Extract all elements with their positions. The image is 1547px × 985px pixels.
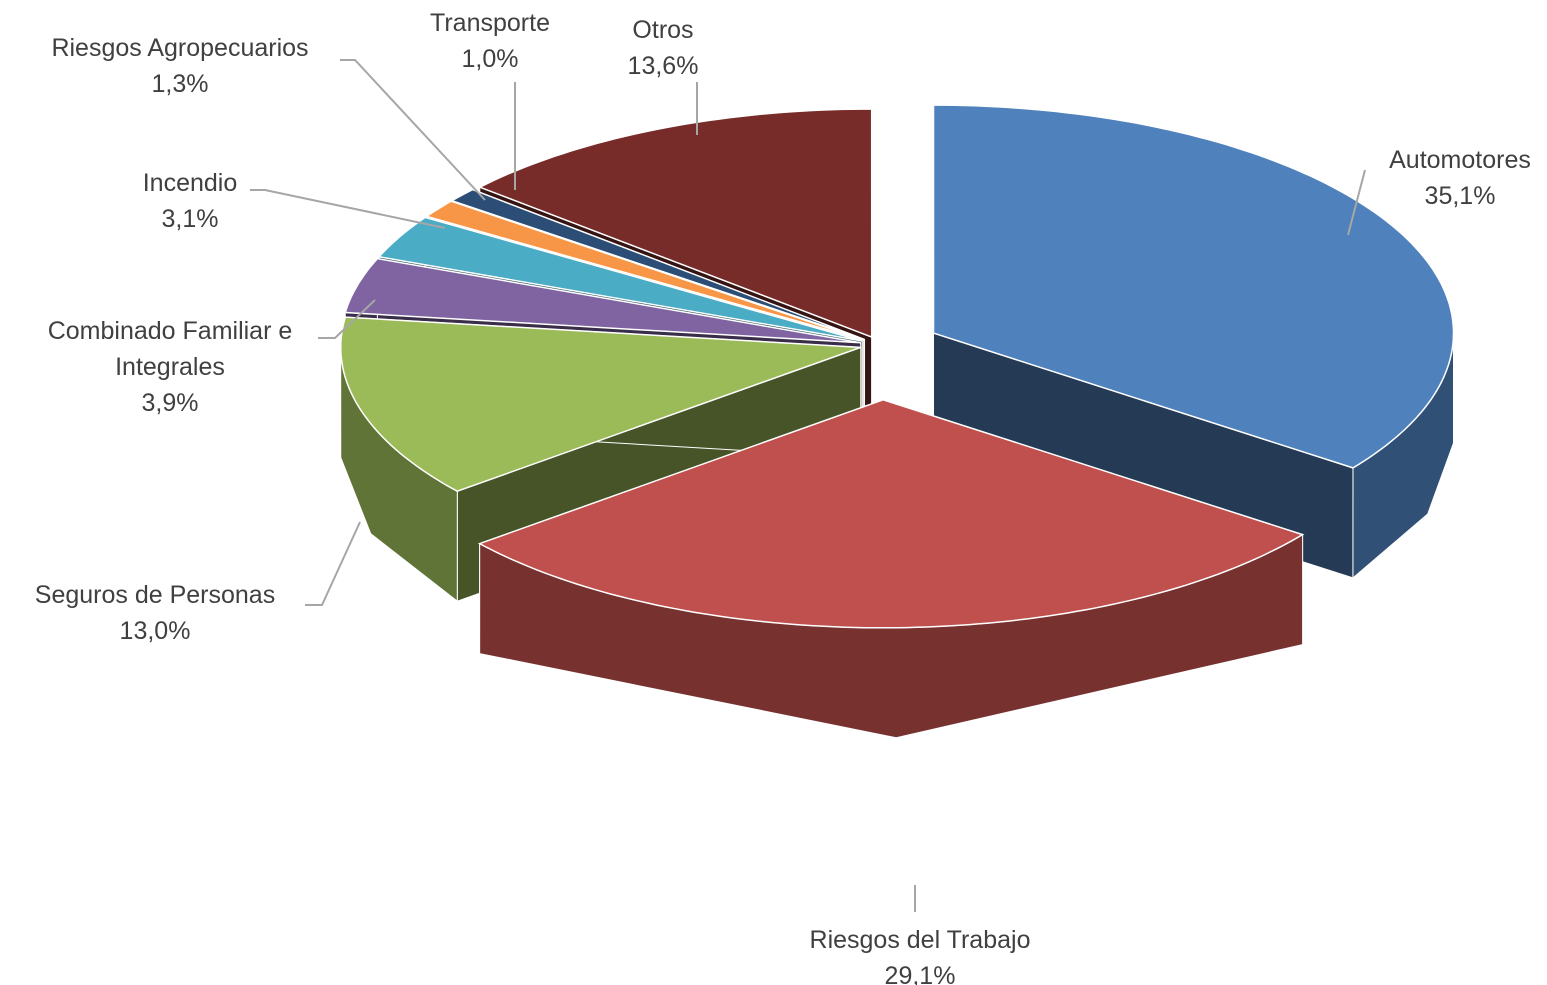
slice-top	[932, 104, 1455, 469]
category-label: Otros	[632, 16, 694, 44]
data-label: Seguros de Personas 13,0%	[35, 577, 275, 649]
leader-line	[1347, 169, 1366, 236]
data-label: Incendio 3,1%	[143, 165, 238, 237]
value-label: 3,1%	[161, 205, 219, 233]
slice-top	[477, 398, 1305, 629]
slice-top	[477, 108, 873, 339]
data-label: Riesgos del Trabajo 29,1%	[810, 922, 1031, 985]
value-label: 13,0%	[119, 617, 191, 645]
data-label: Otros 13,6%	[628, 12, 699, 84]
slice-top	[377, 216, 863, 342]
slice-top	[424, 200, 864, 341]
data-label: Automotores 35,1%	[1389, 142, 1531, 214]
value-label: 1,0%	[461, 45, 519, 73]
value-label: 1,3%	[151, 70, 209, 98]
leader-line	[318, 299, 376, 339]
value-label: 13,6%	[627, 52, 699, 80]
leader-line	[305, 521, 361, 606]
slice-top	[344, 257, 861, 344]
slice	[477, 398, 1305, 739]
data-label: Combinado Familiar e Integrales 3,9%	[20, 313, 320, 421]
category-label: Automotores	[1389, 146, 1531, 174]
data-label: Transporte 1,0%	[430, 5, 550, 77]
category-label: Seguros de Personas	[34, 581, 276, 609]
category-label: Incendio	[142, 169, 238, 197]
value-label: 29,1%	[884, 962, 956, 985]
data-label: Riesgos Agropecuarios 1,3%	[51, 30, 308, 102]
value-label: 35,1%	[1424, 182, 1496, 210]
category-label: Riesgos del Trabajo	[809, 926, 1031, 954]
category-label: Combinado Familiar e Integrales	[47, 317, 293, 381]
leader-line	[250, 189, 446, 229]
category-label: Riesgos Agropecuarios	[51, 34, 309, 62]
slice-top	[340, 316, 862, 493]
category-label: Transporte	[430, 9, 550, 37]
value-label: 3,9%	[141, 389, 199, 417]
leader-line	[340, 59, 486, 201]
